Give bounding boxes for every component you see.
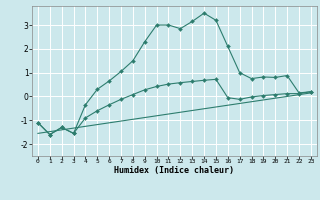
X-axis label: Humidex (Indice chaleur): Humidex (Indice chaleur) <box>115 166 234 175</box>
